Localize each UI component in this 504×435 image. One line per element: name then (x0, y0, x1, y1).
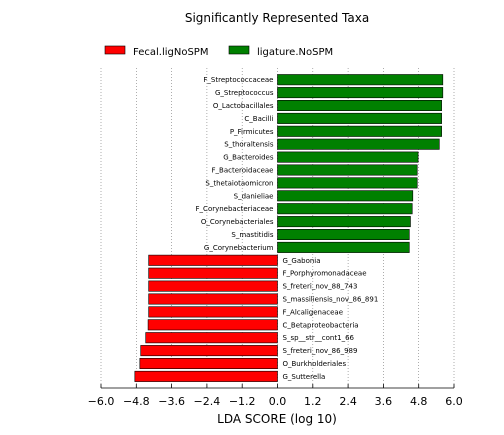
bar-label: S_danieliae (234, 192, 274, 200)
bar-label: C_Bacilli (244, 115, 273, 123)
bar-label: S_thoraltensis (224, 141, 274, 149)
bar-f-porphyromonadaceae (148, 267, 278, 279)
bar-s-freteri-nov-86-989 (140, 345, 278, 357)
x-ticks-group: −6.0 −4.8 −3.6 −2.4 −1.2 0.0 1.2 2.4 3.6 4.8 6.0 (88, 384, 463, 408)
bar-c-bacilli (277, 112, 442, 124)
bar-label: F_Streptococcaceae (203, 76, 273, 84)
bar-labels-group: F_Streptococcaceae G_Streptococcus O_Lacto… (196, 76, 379, 381)
bar-o-lactobacillales (277, 100, 442, 112)
bar-s-massiliensis-nov-86-891 (148, 293, 278, 305)
bar-label: O_Burkholderiales (283, 360, 347, 368)
bar-label: F_Alcaligenaceae (283, 308, 344, 316)
bar-label: G_Corynebacterium (204, 244, 274, 252)
bar-label: S_massiliensis_nov_86_891 (283, 296, 379, 304)
bar-label: P_Firmicutes (230, 128, 274, 136)
bar-g-streptococcus (277, 87, 444, 99)
legend-label-fecal: Fecal.ligNoSPM (133, 47, 208, 58)
bar-label: G_Gabonia (283, 257, 321, 265)
bar-g-bacteroides (277, 151, 419, 163)
bar-f-bacteroidaceae (277, 164, 418, 176)
bar-g-corynebacterium (277, 241, 410, 253)
bar-f-corynebacteriaceae (277, 203, 413, 215)
bar-s-freteri-nov-88-743 (148, 280, 278, 292)
bar-g-gabonia (148, 254, 278, 266)
bar-s-thoraltensis (277, 138, 440, 150)
legend-swatch-fecal (104, 45, 126, 55)
x-tick-label: −3.6 (158, 395, 185, 408)
legend-label-ligature: ligature.NoSPM (257, 47, 333, 58)
chart-title: Significantly Represented Taxa (185, 11, 369, 25)
bar-o-corynebacteriales (277, 216, 411, 228)
x-tick-label: −4.8 (123, 395, 150, 408)
bar-label: O_Lactobacillales (213, 102, 274, 110)
bar-label: C_Betaproteobacteria (283, 321, 359, 329)
bar-s-thetaiotaomicron (277, 177, 418, 189)
bar-label: G_Streptococcus (215, 89, 274, 97)
x-axis-label: LDA SCORE (log 10) (217, 412, 337, 426)
bar-label: F_Corynebacteriaceae (196, 205, 274, 213)
bar-o-burkholderiales (139, 357, 278, 369)
bar-label: G_Bacteroides (223, 154, 274, 162)
x-tick-label: 3.6 (375, 395, 393, 408)
bar-label: F_Porphyromonadaceae (283, 270, 367, 278)
bar-label: S_thetaiotaomicron (205, 179, 273, 187)
bar-p-firmicutes (277, 125, 442, 137)
x-tick-label: −1.2 (229, 395, 256, 408)
legend: Fecal.ligNoSPM ligature.NoSPM (104, 45, 333, 58)
bar-label: S_mastitidis (231, 231, 273, 239)
x-tick-label: 6.0 (445, 395, 463, 408)
bar-label: F_Bacteroidaceae (212, 167, 274, 175)
bar-s-danieliae (277, 190, 414, 202)
x-tick-label: 1.2 (304, 395, 322, 408)
bar-label: S_sp__str__cont1_66 (283, 334, 355, 342)
bar-c-betaproteobacteria (147, 319, 278, 331)
x-tick-label: −6.0 (88, 395, 115, 408)
legend-swatch-ligature (228, 45, 250, 55)
x-tick-label: 4.8 (410, 395, 428, 408)
bar-label: G_Sutterella (283, 373, 326, 381)
x-tick-label: 2.4 (339, 395, 357, 408)
bar-label: O_Corynebacteriales (201, 218, 274, 226)
bar-s-mastitidis (277, 229, 410, 241)
bar-s-sp-str-cont1-66 (145, 332, 278, 344)
x-tick-label: 0.0 (269, 395, 287, 408)
grid-lines (100, 68, 455, 388)
x-tick-label: −2.4 (194, 395, 221, 408)
bar-label: S_freteri_nov_86_989 (283, 347, 358, 355)
bar-f-alcaligenaceae (148, 306, 278, 318)
bar-g-sutterella (134, 370, 278, 382)
bar-label: S_freteri_nov_88_743 (283, 283, 358, 291)
bar-f-streptococcaceae (277, 74, 444, 86)
bars-group (134, 74, 444, 382)
